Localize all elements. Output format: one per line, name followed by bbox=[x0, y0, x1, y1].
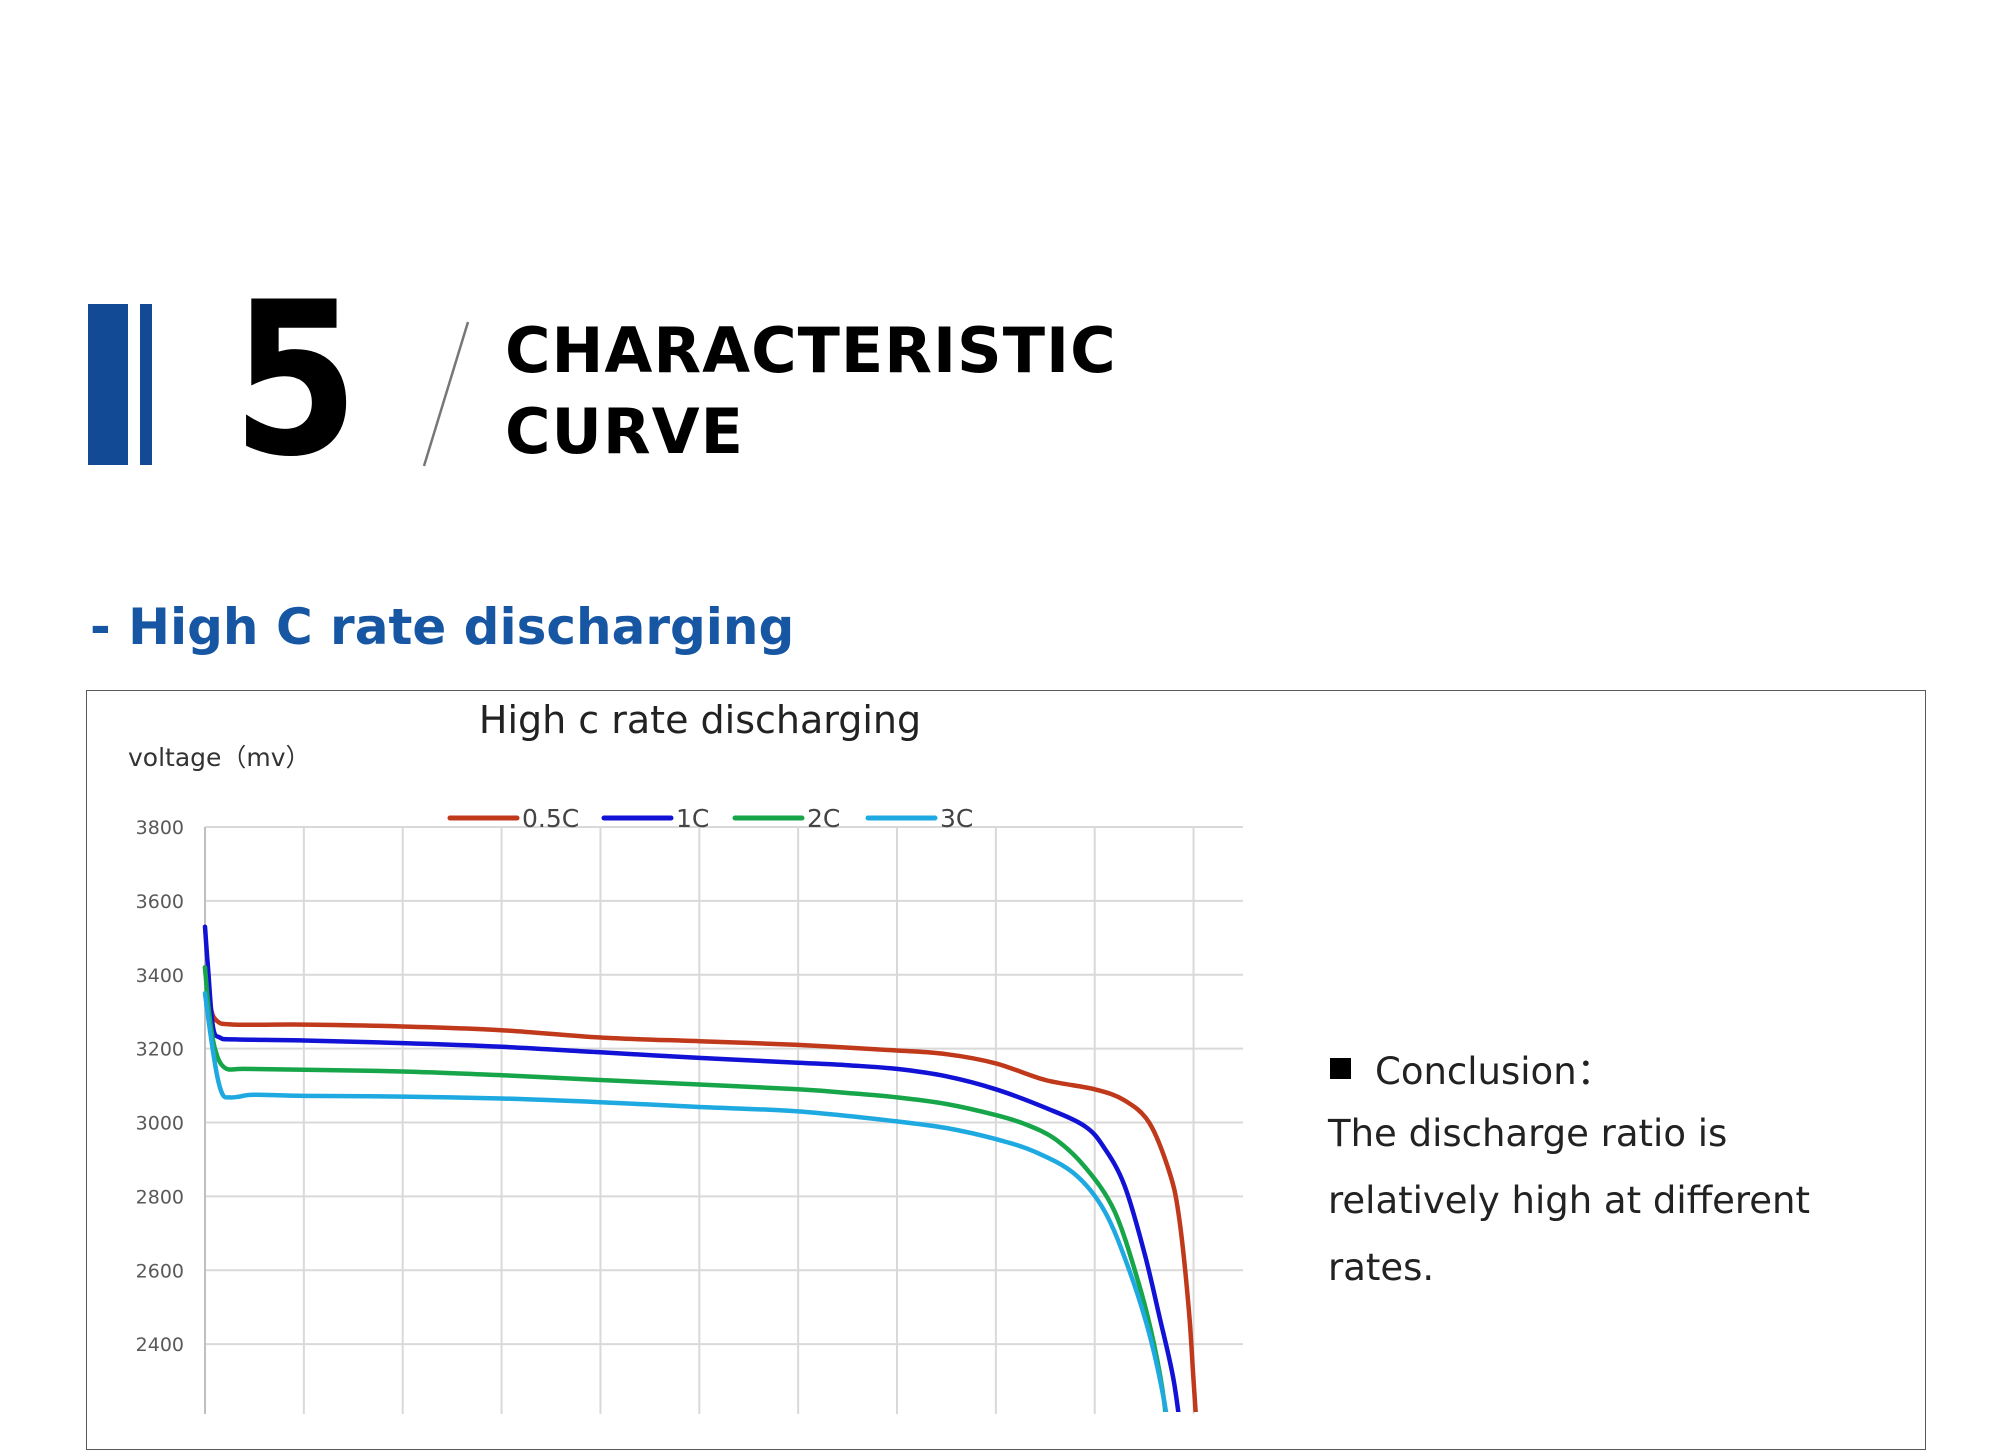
title-slash-divider bbox=[422, 321, 470, 467]
series-line-1C bbox=[202, 924, 1181, 1412]
y-axis-ticks: 3800 3600 3400 3200 3000 2800 2600 2400 bbox=[136, 817, 184, 1356]
y-tick-label: 2600 bbox=[136, 1260, 184, 1282]
series-line-2C bbox=[202, 965, 1168, 1412]
series-line-3C bbox=[202, 990, 1169, 1412]
y-tick-label: 2800 bbox=[136, 1186, 184, 1208]
conclusion-heading: Conclusion： bbox=[1375, 1050, 1614, 1093]
conclusion-heading-row: Conclusion： bbox=[1328, 1040, 1928, 1096]
y-tick-label: 3200 bbox=[136, 1039, 184, 1061]
page-title-line1: CHARACTERISTIC bbox=[505, 314, 1117, 387]
section-subtitle: - High C rate discharging bbox=[90, 598, 795, 656]
header-accent-bar-thin bbox=[140, 304, 152, 465]
y-tick-label: 3800 bbox=[136, 817, 184, 839]
chart-legend: 0.5C 1C 2C 3C bbox=[447, 804, 973, 833]
conclusion-block: Conclusion： The discharge ratio is relat… bbox=[1328, 1040, 1928, 1301]
conclusion-text: The discharge ratio is relatively high a… bbox=[1328, 1112, 1811, 1289]
y-tick-label: 3400 bbox=[136, 965, 184, 987]
y-tick-label: 2400 bbox=[136, 1334, 184, 1356]
legend-label: 3C bbox=[940, 804, 973, 833]
legend-label: 0.5C bbox=[522, 804, 579, 833]
y-tick-label: 3600 bbox=[136, 891, 184, 913]
y-tick-label: 3000 bbox=[136, 1113, 184, 1135]
y-axis-label: voltage（mv） bbox=[128, 743, 311, 772]
page-title: CHARACTERISTIC CURVE bbox=[505, 310, 1205, 472]
chart-series bbox=[202, 924, 1198, 1412]
legend-label: 1C bbox=[676, 804, 709, 833]
bullet-square-icon bbox=[1330, 1057, 1351, 1079]
page-title-line2: CURVE bbox=[505, 395, 744, 468]
chart-title: High c rate discharging bbox=[479, 698, 921, 742]
series-line-0_5C bbox=[202, 965, 1198, 1412]
header-accent-bar bbox=[88, 304, 128, 465]
discharge-chart: 3800 3600 3400 3200 3000 2800 2600 2400 High c … bbox=[128, 698, 1243, 1414]
legend-label: 2C bbox=[807, 804, 840, 833]
chart-grid bbox=[204, 826, 1243, 1414]
